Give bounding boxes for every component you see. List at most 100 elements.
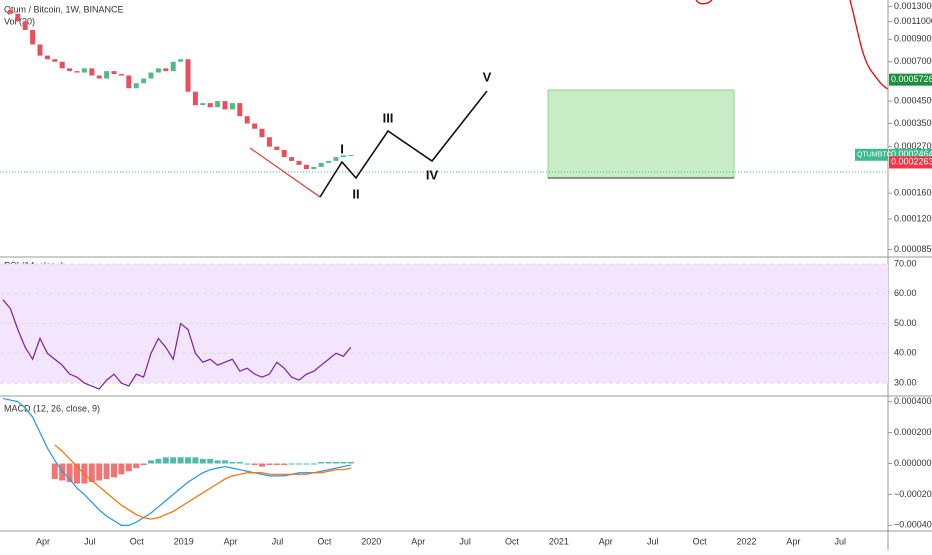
histogram-bar	[111, 463, 117, 478]
histogram-bar	[170, 457, 177, 464]
x-tick-label: Apr	[36, 536, 50, 546]
histogram-bar	[259, 463, 265, 467]
target-box	[547, 89, 735, 179]
candle	[303, 164, 309, 170]
price-tag-label: 0.0002263	[891, 157, 932, 167]
candle	[15, 13, 21, 22]
candle	[326, 160, 332, 163]
histogram-bar	[96, 463, 103, 481]
candle	[148, 72, 154, 79]
histogram-bar	[118, 463, 125, 475]
histogram-bar	[310, 463, 317, 465]
candle	[274, 146, 280, 150]
x-tick-label: Oct	[505, 536, 520, 546]
candle	[178, 59, 184, 62]
histogram-bar	[288, 463, 295, 465]
candle	[59, 61, 65, 69]
elliott-wave	[319, 90, 488, 198]
x-tick-label: Jul	[647, 536, 659, 546]
histogram-bar	[333, 461, 339, 464]
histogram-bar	[266, 463, 273, 466]
symbol-tag	[855, 148, 888, 161]
histogram-bar	[303, 463, 310, 465]
candle	[89, 68, 95, 76]
candle	[311, 166, 317, 170]
rsi-line	[2, 299, 352, 390]
candle	[340, 155, 346, 158]
histogram-bar	[325, 461, 332, 464]
x-tick-label: Jul	[835, 536, 847, 546]
x-tick-label: 2021	[549, 536, 569, 546]
candle	[141, 78, 147, 84]
candle	[7, 10, 13, 14]
candle	[200, 103, 206, 106]
x-tick-label: Apr	[224, 536, 238, 546]
candle	[333, 157, 339, 161]
candle	[74, 71, 80, 73]
candle	[237, 103, 243, 117]
trend-line	[249, 147, 321, 198]
x-tick-label: Jul	[84, 536, 96, 546]
histogram-bar	[51, 463, 58, 479]
histogram-bar	[140, 463, 147, 466]
wave-label: I	[340, 141, 344, 156]
candle	[96, 75, 102, 79]
x-tick-label: Oct	[317, 536, 332, 546]
histogram-bar	[347, 461, 354, 464]
x-tick-label: Apr	[786, 536, 800, 546]
x-tick-label: 2019	[174, 536, 194, 546]
price-tag-label: 0.0005726	[891, 74, 932, 84]
candle	[67, 68, 73, 72]
candle	[30, 29, 36, 45]
histogram-bar	[74, 463, 80, 484]
histogram-bar	[125, 463, 132, 472]
x-tick-label: Jul	[459, 536, 471, 546]
histogram-bar	[318, 461, 325, 464]
histogram-bar	[185, 457, 191, 464]
histogram-bar	[207, 458, 214, 464]
x-tick-label: 2022	[736, 536, 756, 546]
candle	[185, 59, 191, 92]
x-tick-label: Oct	[693, 536, 708, 546]
candle	[104, 71, 110, 79]
candle	[207, 103, 213, 108]
y-tick-label: 0.0011000	[894, 16, 932, 26]
candle	[170, 61, 176, 72]
candle	[296, 160, 302, 165]
candle	[281, 149, 287, 158]
candle	[318, 162, 324, 167]
x-tick-label: Apr	[411, 536, 425, 546]
candle	[289, 157, 295, 161]
candle	[155, 68, 161, 73]
candle	[133, 83, 139, 89]
histogram-bar	[251, 463, 258, 466]
histogram-bar	[281, 463, 288, 466]
histogram-bar	[222, 460, 228, 464]
price-tag	[889, 73, 932, 86]
candle	[163, 68, 169, 72]
candle	[252, 123, 258, 129]
x-tick-label: Jul	[272, 536, 284, 546]
x-tick-label: 2020	[361, 536, 381, 546]
price-tag-label: 0.0002464	[891, 149, 932, 159]
histogram-bar	[229, 461, 236, 464]
price-tag	[889, 156, 932, 169]
candle	[215, 101, 221, 108]
histogram-bar	[199, 458, 206, 464]
candle	[37, 44, 43, 56]
indicator-curve	[695, 0, 889, 90]
histogram-bar	[214, 460, 221, 464]
histogram-bar	[148, 460, 154, 464]
candle	[111, 71, 117, 75]
candle	[118, 74, 124, 76]
symbol-tag-label: QTUMBTC	[857, 152, 892, 159]
histogram-bar	[66, 463, 73, 483]
